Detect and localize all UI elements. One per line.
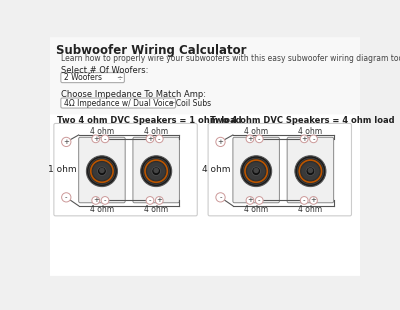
Circle shape (62, 193, 71, 202)
Circle shape (153, 168, 159, 173)
FancyBboxPatch shape (287, 137, 334, 203)
Text: -: - (65, 194, 68, 200)
Circle shape (295, 156, 326, 187)
Text: +: + (93, 136, 99, 142)
FancyBboxPatch shape (50, 114, 360, 276)
Text: 4 ohm: 4 ohm (90, 127, 114, 136)
Text: 4 ohm: 4 ohm (244, 205, 268, 214)
Circle shape (246, 197, 254, 204)
Text: Subwoofer Wiring Calculator: Subwoofer Wiring Calculator (56, 44, 247, 57)
Text: 4 ohm: 4 ohm (144, 205, 168, 214)
Text: ÷: ÷ (116, 73, 123, 82)
Circle shape (98, 167, 106, 175)
FancyBboxPatch shape (54, 123, 197, 216)
Circle shape (246, 135, 254, 143)
Text: 4 ohm: 4 ohm (202, 165, 231, 174)
Text: Select # Of Woofers:: Select # Of Woofers: (61, 66, 148, 75)
Text: -: - (158, 136, 160, 142)
FancyBboxPatch shape (79, 137, 125, 203)
Circle shape (99, 168, 105, 173)
Text: -: - (258, 136, 260, 142)
Text: Two 4 ohm DVC Speakers = 4 ohm load: Two 4 ohm DVC Speakers = 4 ohm load (210, 116, 394, 125)
Circle shape (92, 135, 100, 143)
Circle shape (252, 167, 260, 175)
Text: +: + (310, 197, 316, 203)
Circle shape (255, 197, 263, 204)
FancyBboxPatch shape (208, 123, 352, 216)
Circle shape (216, 193, 225, 202)
Circle shape (152, 167, 160, 175)
Circle shape (89, 158, 115, 184)
Circle shape (255, 135, 263, 143)
Circle shape (241, 156, 272, 187)
Text: ÷: ÷ (168, 99, 174, 108)
FancyBboxPatch shape (233, 137, 279, 203)
Text: 2 Woofers: 2 Woofers (64, 73, 102, 82)
Circle shape (308, 168, 313, 173)
Circle shape (62, 137, 71, 147)
Text: 1 ohm: 1 ohm (48, 165, 77, 174)
Text: 4 ohm: 4 ohm (144, 127, 168, 136)
Circle shape (146, 135, 154, 143)
Text: 4Ω Impedance w/ Dual Voice Coil Subs: 4Ω Impedance w/ Dual Voice Coil Subs (64, 99, 211, 108)
Text: +: + (156, 197, 162, 203)
Circle shape (306, 167, 315, 175)
Text: 4 ohm: 4 ohm (244, 127, 268, 136)
Text: -: - (149, 197, 151, 203)
Circle shape (243, 158, 269, 184)
Text: -: - (258, 197, 260, 203)
Circle shape (143, 158, 169, 184)
Text: 4 ohm: 4 ohm (298, 205, 322, 214)
Circle shape (92, 197, 100, 204)
Text: -: - (104, 136, 106, 142)
Circle shape (86, 156, 118, 187)
FancyBboxPatch shape (50, 37, 360, 114)
Text: Learn how to properly wire your subwoofers with this easy subwoofer wiring diagr: Learn how to properly wire your subwoofe… (61, 54, 400, 63)
FancyBboxPatch shape (50, 37, 360, 276)
Circle shape (101, 197, 109, 204)
Text: -: - (104, 197, 106, 203)
Circle shape (247, 162, 266, 180)
Text: 4 ohm: 4 ohm (90, 205, 114, 214)
Text: -: - (219, 194, 222, 200)
Text: +: + (93, 197, 99, 203)
Circle shape (101, 135, 109, 143)
Circle shape (155, 135, 163, 143)
Text: +: + (63, 139, 69, 145)
Text: 4 ohm: 4 ohm (298, 127, 322, 136)
Circle shape (147, 162, 166, 180)
Circle shape (155, 197, 163, 204)
Circle shape (297, 158, 324, 184)
Circle shape (300, 197, 308, 204)
Text: +: + (247, 136, 253, 142)
Text: +: + (218, 139, 224, 145)
Circle shape (253, 168, 259, 173)
Circle shape (146, 197, 154, 204)
FancyBboxPatch shape (61, 73, 124, 83)
Text: +: + (147, 136, 153, 142)
Circle shape (301, 162, 320, 180)
Text: Choose Impedance To Match Amp:: Choose Impedance To Match Amp: (61, 90, 206, 99)
Text: +: + (247, 197, 253, 203)
Text: -: - (303, 197, 306, 203)
Circle shape (310, 197, 317, 204)
Text: -: - (312, 136, 315, 142)
Text: Two 4 ohm DVC Speakers = 1 ohm load: Two 4 ohm DVC Speakers = 1 ohm load (57, 116, 242, 125)
FancyBboxPatch shape (133, 137, 180, 203)
Circle shape (141, 156, 172, 187)
Circle shape (93, 162, 111, 180)
Circle shape (300, 135, 308, 143)
Text: +: + (301, 136, 307, 142)
FancyBboxPatch shape (61, 98, 176, 108)
Circle shape (310, 135, 317, 143)
Circle shape (216, 137, 225, 147)
